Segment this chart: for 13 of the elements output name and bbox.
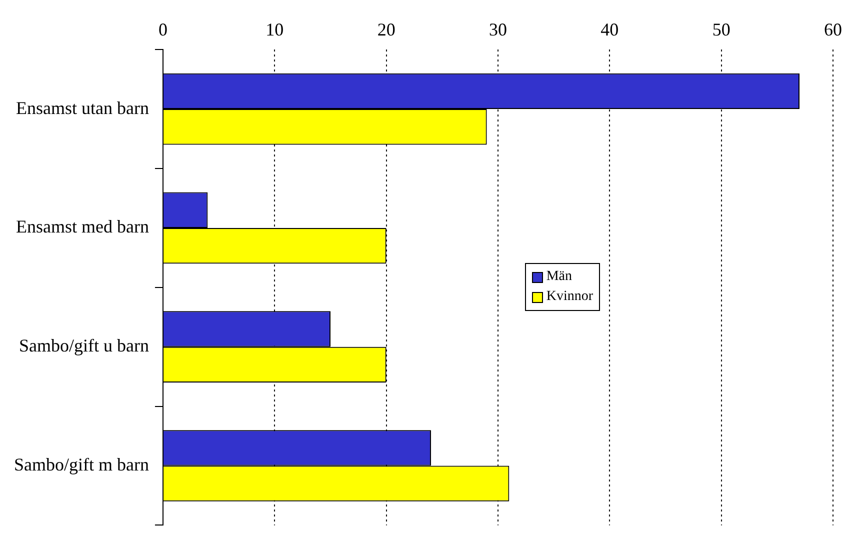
y-tick-label: Ensamst utan barn [16, 98, 149, 118]
x-tick-label: 60 [824, 20, 842, 40]
x-tick-label: 40 [600, 20, 619, 40]
x-tick-label: 50 [712, 20, 730, 40]
x-tick-label: 0 [158, 20, 168, 40]
legend-label: Män [546, 268, 572, 286]
y-tick-label: Ensamst med barn [16, 216, 149, 237]
x-tick-label: 30 [488, 20, 507, 40]
x-tick-label: 20 [377, 20, 396, 40]
y-tick-label: Sambo/gift u barn [19, 336, 149, 356]
y-tick-label: Sambo/gift m barn [14, 454, 149, 474]
x-tick-label: 10 [266, 20, 284, 40]
legend-label: Kvinnor [546, 288, 593, 306]
